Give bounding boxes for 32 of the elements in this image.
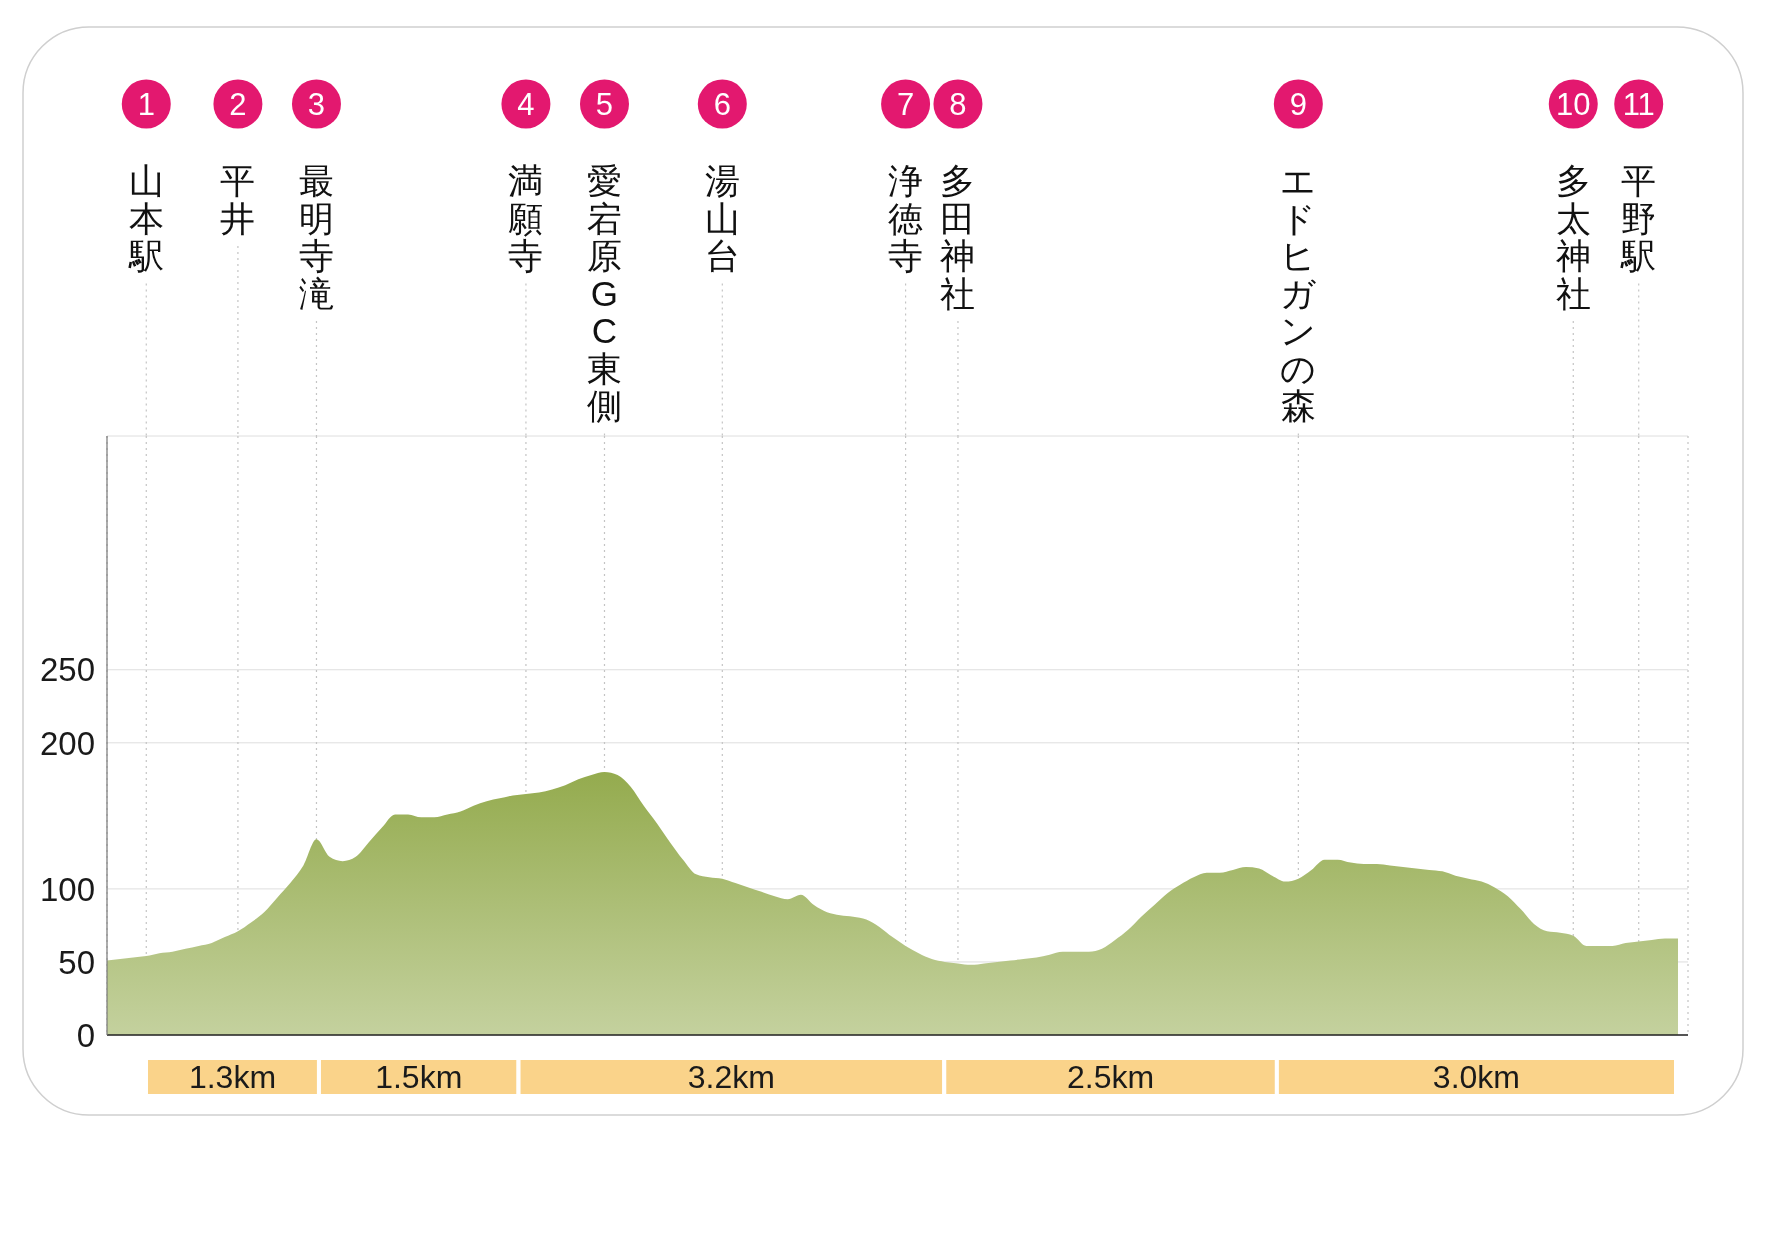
text: 7: [896, 87, 915, 122]
x-tick-label: 浄徳寺: [888, 161, 924, 276]
x-tick-label: 多田神社: [940, 161, 976, 313]
x-tick-label: エドヒガンの森: [1280, 161, 1317, 426]
x-tick-label: 平井: [220, 161, 256, 238]
y-tick-label: 250: [39, 651, 95, 689]
text: 2: [229, 87, 247, 122]
y-tick-label: 200: [39, 724, 95, 762]
x-tick-label: 愛宕原GC東側: [586, 161, 622, 426]
y-tick-label: 0: [76, 1016, 95, 1054]
text: 10: [1556, 87, 1591, 122]
text: 11: [1622, 87, 1655, 122]
data-label: 2.5km: [1066, 1059, 1155, 1095]
y-tick-label: 100: [39, 870, 95, 908]
data-label: 3.2km: [687, 1059, 775, 1095]
text: 9: [1289, 87, 1307, 122]
text: 1: [137, 87, 155, 122]
x-tick-label: 山本駅: [127, 161, 164, 276]
data-label: 3.0km: [1432, 1059, 1521, 1095]
x-tick-label: 満願寺: [508, 161, 544, 276]
x-tick-label: 湯山台: [704, 161, 740, 276]
x-tick-label: 平野駅: [1620, 161, 1657, 276]
text: 4: [517, 87, 535, 122]
data-label: 1.3km: [188, 1059, 277, 1095]
text: 8: [949, 87, 967, 122]
text: 6: [713, 87, 731, 122]
y-tick-label: 50: [58, 943, 95, 981]
x-tick-label: 最明寺滝: [298, 161, 334, 313]
data-label: 1.5km: [375, 1059, 463, 1095]
text: 5: [595, 87, 614, 122]
x-tick-label: 多太神社: [1555, 161, 1591, 313]
text: 3: [307, 87, 326, 122]
